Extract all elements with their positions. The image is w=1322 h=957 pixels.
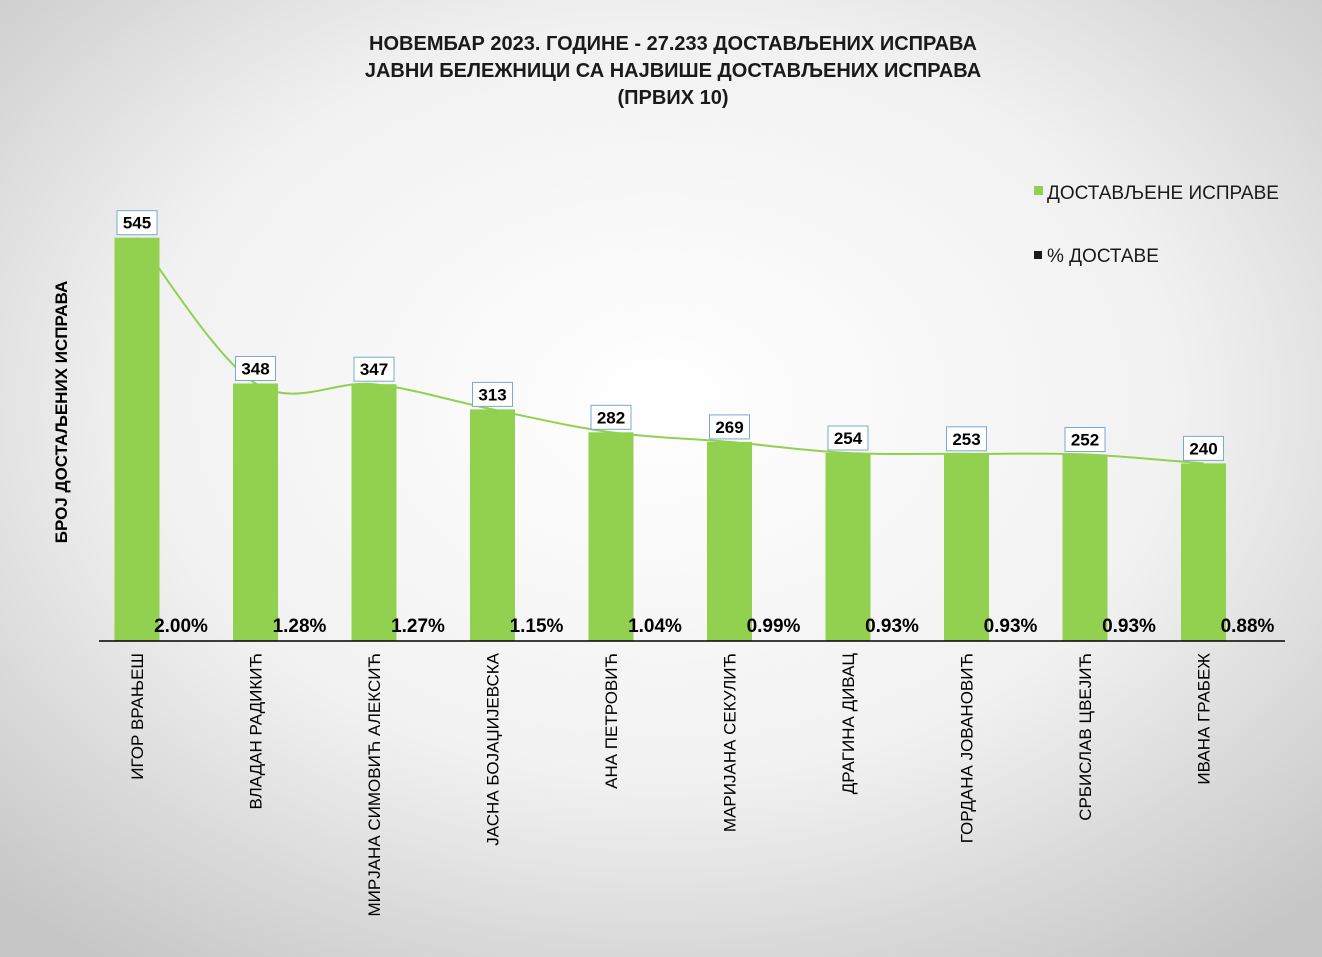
percent-label-item-7: 0.93% [865, 616, 919, 637]
value-label-item-8: 253 [952, 430, 980, 449]
value-labels: 545 348 347 313 282 269 254 253 252 240 [116, 210, 1224, 461]
value-label-box-item-3 [353, 356, 395, 382]
bar-item-6 [707, 441, 752, 641]
bar-item-4 [470, 409, 515, 641]
value-label-box-item-2 [235, 356, 276, 381]
legend: ДОСТАВЉЕНЕ ИСПРАВЕ % ДОСТАВЕ [1034, 183, 1279, 267]
category-label-item-10: ИВАНА ГРАБЕЖ [1195, 653, 1214, 785]
value-label-box-item-7 [827, 425, 869, 451]
value-label-item-7: 254 [834, 429, 863, 448]
chart-title-line-3: (ПРВИХ 10) [618, 87, 729, 109]
legend-swatch-percent [1034, 251, 1042, 259]
legend-label-delivered: ДОСТАВЉЕНЕ ИСПРАВЕ [1047, 183, 1279, 204]
value-label-box-item-9 [1064, 427, 1106, 452]
category-label-item-6: МАРИЈАНА СЕКУЛИЋ [721, 653, 740, 832]
value-label-item-10: 240 [1189, 439, 1217, 458]
percent-label-item-9: 0.93% [1102, 616, 1156, 637]
bar-item-5 [588, 432, 634, 641]
percent-label-item-10: 0.88% [1221, 616, 1275, 637]
percent-label-item-3: 1.27% [391, 616, 445, 637]
value-label-box-item-4 [472, 381, 513, 407]
trend-line [136, 237, 1204, 465]
value-label-item-9: 252 [1071, 431, 1099, 450]
value-label-box-item-8 [946, 426, 987, 452]
bar-item-9 [1062, 454, 1108, 641]
category-label-item-7: ДРАГИНА ДИВАЦ [839, 653, 858, 795]
bar-item-3 [351, 384, 397, 641]
chart-title-line-1: НОВЕМБАР 2023. ГОДИНЕ - 27.233 ДОСТАВЉЕН… [369, 33, 977, 55]
bars [114, 237, 1226, 641]
value-label-item-1: 545 [123, 214, 151, 233]
percent-label-item-2: 1.28% [273, 616, 327, 637]
bar-item-8 [944, 453, 989, 641]
bar-item-10 [1181, 463, 1226, 641]
category-labels: ИГОР ВРАЊЕШ ВЛАДАН РАДИКИЋ МИРЈАНА СИМОВИЋ… [128, 652, 1214, 916]
bar-item-7 [825, 453, 871, 641]
category-label-item-4: ЈАСНА БОЈАЏИЈЕВСКА [484, 652, 503, 845]
value-label-box-item-10 [1183, 435, 1224, 461]
legend-label-percent: % ДОСТАВЕ [1047, 246, 1159, 267]
category-label-item-3: МИРЈАНА СИМОВИЋ АЛЕКСИЋ [365, 653, 384, 917]
percent-label-item-1: 2.00% [154, 616, 208, 637]
category-label-item-9: СРБИСЛАВ ЦВЕЈИЋ [1076, 653, 1095, 821]
value-label-box-item-6 [709, 414, 750, 440]
y-axis-label: БРОЈ ДОСТАЉЕНИХ ИСПРАВА [52, 281, 71, 544]
percent-labels: 2.00% 1.28% 1.27% 1.15% 1.04% 0.99% 0.93% 0.93%… [154, 616, 1274, 637]
chart-title-line-2: ЈАВНИ БЕЛЕЖНИЦИ СА НАЈВИШЕ ДОСТАВЉЕНИХ И… [365, 60, 981, 82]
bar-item-2 [233, 383, 278, 641]
value-label-box-item-1 [116, 210, 158, 236]
value-label-item-6: 269 [715, 418, 743, 437]
percent-label-item-8: 0.93% [984, 616, 1038, 637]
value-label-box-item-5 [590, 404, 632, 430]
value-label-item-3: 347 [360, 360, 388, 379]
value-label-item-5: 282 [597, 408, 625, 427]
value-label-item-4: 313 [478, 385, 506, 404]
value-label-item-2: 348 [241, 360, 269, 379]
percent-label-item-4: 1.15% [510, 616, 564, 637]
percent-label-item-6: 0.99% [747, 616, 801, 637]
percent-label-item-5: 1.04% [628, 616, 682, 637]
category-label-item-2: ВЛАДАН РАДИКИЋ [247, 653, 266, 810]
category-label-item-5: АНА ПЕТРОВИЋ [602, 653, 621, 789]
bar-item-1 [114, 237, 160, 641]
category-label-item-1: ИГОР ВРАЊЕШ [128, 653, 147, 780]
chart-title: НОВЕМБАР 2023. ГОДИНЕ - 27.233 ДОСТАВЉЕН… [365, 33, 981, 109]
legend-swatch-delivered [1034, 186, 1043, 195]
category-label-item-8: ГОРДАНА ЈОВАНОВИЋ [958, 653, 977, 843]
